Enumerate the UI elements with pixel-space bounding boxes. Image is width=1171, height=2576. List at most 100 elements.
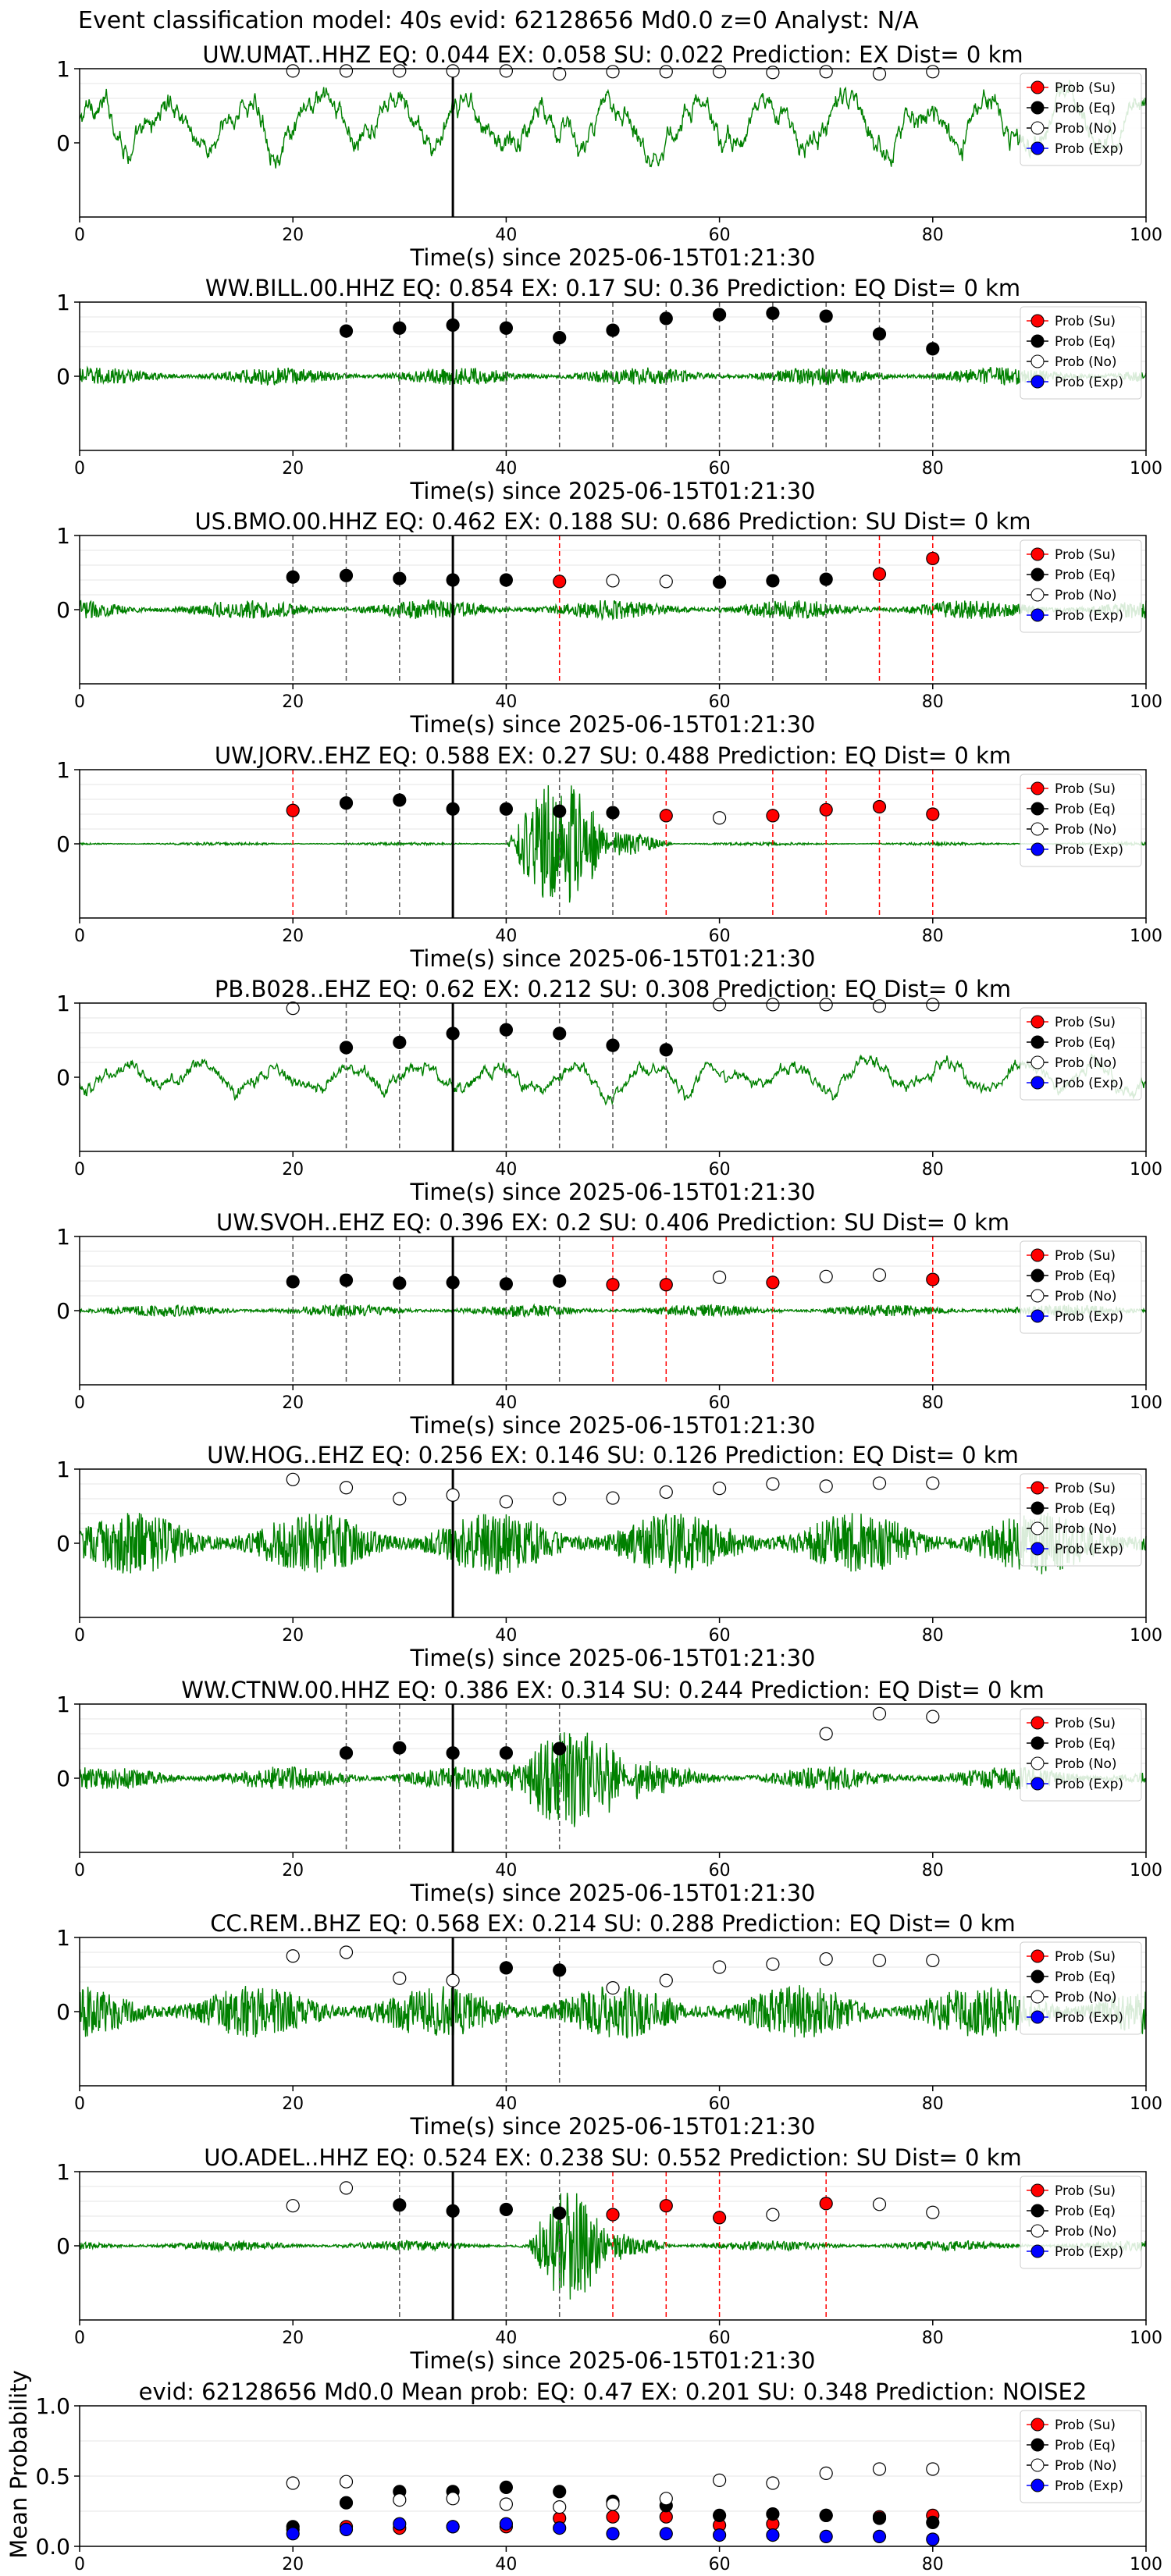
x-tick-label: 60 (709, 1160, 731, 1179)
panel-6: 0 20 40 60 80 100 0 1 Prob (Su) Prob (Eq) Prob (No… (56, 1442, 1162, 1671)
panel-title: UO.ADEL..HHZ EQ: 0.524 EX: 0.238 SU: 0.5… (204, 2144, 1022, 2171)
mean-point-no (446, 2492, 460, 2506)
prob-point-no (926, 1476, 940, 1490)
prob-point-eq (446, 2204, 460, 2218)
waveform-trace (79, 1732, 1147, 1827)
x-tick-label: 20 (282, 1861, 304, 1880)
prob-point-no (872, 1268, 887, 1283)
legend-marker-eq (1030, 1969, 1045, 1984)
legend-label-no: Prob (No) (1055, 1521, 1117, 1537)
x-tick-label: 60 (709, 2094, 731, 2114)
legend-label-su: Prob (Su) (1055, 314, 1116, 329)
legend-box (1020, 1473, 1142, 1567)
x-axis-label: Time(s) since 2025-06-15T01:21:30 (410, 711, 816, 738)
legend-label-exp: Prob (Exp) (1055, 1777, 1123, 1792)
mean-point-no (659, 2492, 673, 2506)
y-tick-label: 1 (56, 523, 70, 549)
legend-marker-su (1030, 547, 1045, 561)
legend-label-eq: Prob (Eq) (1055, 2438, 1116, 2453)
x-tick-label: 60 (709, 226, 731, 245)
prob-point-eq (286, 1275, 300, 1289)
mean-point-exp (339, 2522, 354, 2536)
legend-marker-su (1030, 1949, 1045, 1963)
panel-title: evid: 62128656 Md0.0 Mean prob: EQ: 0.47… (139, 2379, 1087, 2405)
x-axis-label: Time(s) since 2025-06-15T01:21:30 (410, 1179, 816, 1205)
x-tick-label: 40 (495, 2555, 517, 2574)
waveform-trace (79, 599, 1147, 621)
x-tick-label: 80 (922, 1626, 944, 1646)
legend-label-eq: Prob (Eq) (1055, 1969, 1116, 1985)
prob-point-no (766, 2208, 780, 2222)
x-tick-label: 80 (922, 1393, 944, 1413)
prob-point-no (819, 1479, 833, 1493)
legend-label-no: Prob (No) (1055, 588, 1117, 603)
y-tick-label: 1 (56, 2159, 70, 2185)
x-tick-label: 0 (74, 1861, 85, 1880)
y-tick-label: 0 (56, 130, 70, 156)
x-tick-label: 20 (282, 2094, 304, 2114)
prob-point-eq (499, 573, 514, 587)
legend-marker-su (1030, 80, 1045, 94)
legend-label-eq: Prob (Eq) (1055, 568, 1116, 583)
legend-marker-eq (1030, 1035, 1045, 1049)
legend-marker-no (1030, 1289, 1045, 1303)
prob-point-no (926, 1953, 940, 1968)
mean-point-no (872, 2462, 887, 2476)
prob-point-eq (766, 574, 780, 588)
legend-label-eq: Prob (Eq) (1055, 1035, 1116, 1051)
prob-point-su (926, 551, 940, 566)
legend-marker-exp (1030, 842, 1045, 856)
prob-point-no (926, 998, 940, 1012)
legend-label-su: Prob (Su) (1055, 547, 1116, 563)
legend-label-su: Prob (Su) (1055, 781, 1116, 797)
legend-marker-exp (1030, 1777, 1045, 1791)
legend-label-su: Prob (Su) (1055, 2183, 1116, 2199)
y-tick-label: 0 (56, 2233, 70, 2259)
prob-point-su (606, 1278, 620, 1292)
panel-8: 0 20 40 60 80 100 0 1 Prob (Su) Prob (Eq) Prob (No… (56, 1910, 1162, 2140)
mean-point-eq (339, 2496, 354, 2510)
legend-marker-exp (1030, 141, 1045, 155)
waveform-trace (79, 2193, 1147, 2300)
prob-point-eq (553, 1963, 567, 1977)
mean-point-exp (446, 2520, 460, 2534)
x-tick-label: 80 (922, 927, 944, 946)
prob-point-no (606, 574, 620, 588)
panel-10: 0 20 40 60 80 100 0.0 0.5 1.0 Prob (Su) Prob (Eq) P… (5, 2370, 1162, 2574)
legend-label-exp: Prob (Exp) (1055, 375, 1123, 390)
y-tick-label: 1 (56, 56, 70, 82)
prob-point-no (712, 998, 727, 1012)
x-tick-label: 40 (495, 692, 517, 712)
prob-point-su (606, 2208, 620, 2222)
legend-marker-no (1030, 588, 1045, 602)
mean-point-exp (712, 2528, 727, 2542)
legend-marker-su (1030, 2183, 1045, 2197)
legend-label-no: Prob (No) (1055, 1990, 1117, 2005)
mean-point-no (339, 2475, 354, 2489)
prob-point-su (819, 802, 833, 817)
x-tick-label: 100 (1130, 1626, 1162, 1646)
y-tick-label: 0 (56, 1298, 70, 1324)
prob-point-eq (393, 793, 407, 807)
prob-point-eq (339, 324, 354, 338)
legend-label-no: Prob (No) (1055, 1756, 1117, 1772)
legend-marker-exp (1030, 1309, 1045, 1323)
prob-point-eq (446, 318, 460, 333)
prob-point-eq (499, 1746, 514, 1760)
prob-point-no (819, 1269, 833, 1283)
legend-box (1020, 2410, 1142, 2503)
prob-point-eq (499, 802, 514, 816)
legend-marker-no (1030, 822, 1045, 836)
x-tick-label: 0 (74, 2555, 85, 2574)
mean-point-exp (872, 2529, 887, 2543)
prob-point-eq (339, 1041, 354, 1055)
legend-marker-eq (1030, 568, 1045, 582)
x-tick-label: 40 (495, 1160, 517, 1179)
prob-point-su (712, 2211, 727, 2225)
prob-point-su (659, 2199, 673, 2213)
waveform-trace (79, 1512, 1147, 1574)
prob-point-no (712, 1270, 727, 1284)
prob-point-eq (606, 806, 620, 820)
legend-label-no: Prob (No) (1055, 121, 1117, 137)
legend-marker-eq (1030, 334, 1045, 348)
